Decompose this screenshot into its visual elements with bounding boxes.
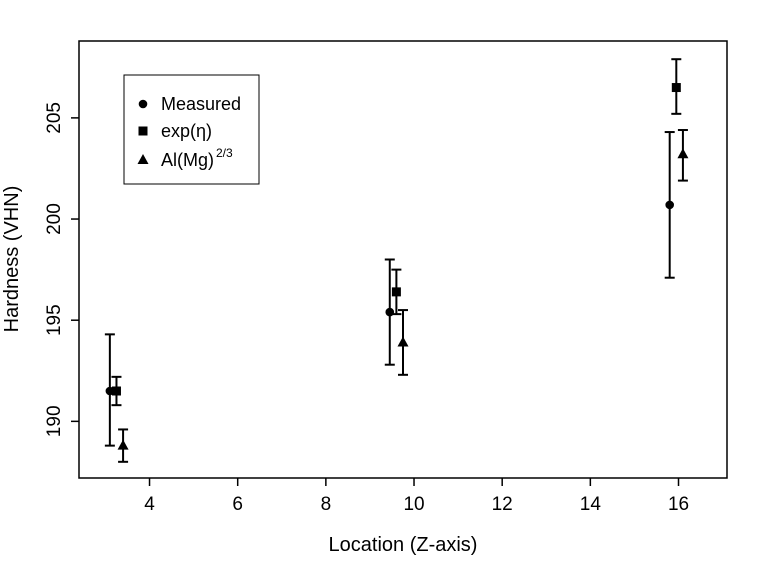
data-point — [671, 83, 681, 93]
legend-symbol-square — [138, 126, 148, 136]
legend-label: Measured — [161, 94, 241, 114]
x-tick-label: 16 — [668, 494, 689, 515]
x-tick-label: 6 — [232, 494, 243, 515]
y-tick-label: 195 — [44, 304, 65, 336]
data-point — [665, 200, 674, 210]
data-point — [117, 439, 129, 450]
x-axis-title: Location (Z-axis) — [329, 534, 478, 556]
y-tick-label: 190 — [44, 406, 65, 438]
data-point — [111, 386, 121, 396]
x-tick-label: 4 — [144, 494, 155, 515]
data-point — [677, 148, 689, 159]
data-point — [391, 287, 401, 297]
data-layer — [104, 58, 689, 463]
series-2 — [111, 58, 682, 407]
legend: Measured exp(η) Al(Mg) 2/3 — [123, 74, 260, 185]
y-axis: 190 195 200 205 — [44, 102, 79, 437]
y-tick-label: 200 — [44, 203, 65, 235]
x-axis: 4 6 8 10 12 14 16 — [144, 478, 689, 515]
x-tick-label: 10 — [403, 494, 424, 515]
legend-label: exp(η) — [161, 121, 212, 141]
y-tick-label: 205 — [44, 102, 65, 134]
legend-symbol-triangle — [137, 154, 149, 164]
legend-symbol-circle — [138, 99, 148, 109]
y-axis-title: Hardness (VHN) — [1, 186, 23, 333]
x-tick-label: 12 — [492, 494, 513, 515]
series-3 — [117, 129, 689, 463]
x-tick-label: 8 — [321, 494, 332, 515]
data-point — [397, 336, 409, 347]
series-1 — [104, 131, 675, 447]
x-tick-label: 14 — [580, 494, 602, 515]
legend-label: Al(Mg) 2/3 — [161, 146, 233, 170]
plot-frame — [78, 40, 728, 479]
